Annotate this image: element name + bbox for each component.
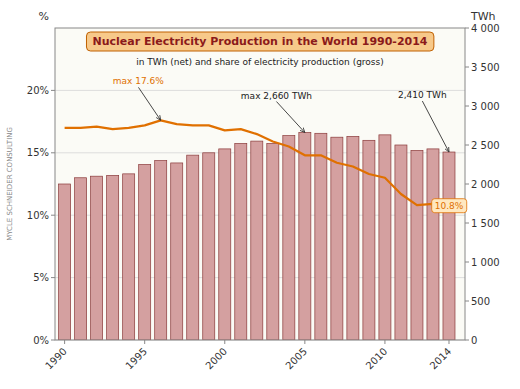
y2-tick — [465, 223, 469, 224]
y2-tick — [465, 28, 469, 29]
bar — [267, 143, 279, 340]
y-tick-label: 5% — [33, 272, 49, 283]
x-tick-label: 2010 — [364, 346, 390, 372]
bar — [363, 140, 375, 340]
y2-tick — [465, 340, 469, 341]
y2-tick — [465, 184, 469, 185]
bar — [91, 176, 103, 340]
y-tick — [51, 277, 55, 278]
bar — [123, 174, 135, 340]
subtitle: in TWh (net) and share of electricity pr… — [136, 57, 384, 67]
bar — [139, 165, 151, 341]
bar — [315, 133, 327, 340]
y-tick — [51, 152, 55, 153]
bar — [331, 137, 343, 340]
annotation-arrow — [138, 87, 160, 120]
y-tick — [51, 340, 55, 341]
y-tick-label: 15% — [27, 147, 49, 158]
bar — [443, 152, 455, 340]
bar — [187, 155, 199, 340]
bar — [107, 175, 119, 340]
x-tick-label: 2000 — [203, 346, 229, 372]
y2-tick — [465, 301, 469, 302]
annotation-box — [432, 199, 467, 213]
bar — [155, 161, 167, 340]
x-tick — [448, 340, 449, 344]
y-axis-label: % — [39, 10, 49, 23]
x-tick-label: 1990 — [43, 346, 69, 372]
title: Nuclear Electricity Production in the Wo… — [92, 35, 427, 48]
annotation: max 17.6% — [113, 76, 165, 86]
y2-tick-label: 0 — [471, 335, 477, 346]
bar — [235, 143, 247, 340]
bar — [203, 153, 215, 340]
annotation: 2,410 TWh — [398, 90, 447, 100]
plot-background — [55, 28, 465, 340]
bar — [427, 149, 439, 340]
y2-tick-label: 2 000 — [471, 179, 500, 190]
y2-tick-label: 4 000 — [471, 23, 500, 34]
y2-tick-label: 3 500 — [471, 62, 500, 73]
y2-tick-label: 500 — [471, 296, 490, 307]
bar — [251, 141, 263, 340]
bar — [411, 150, 423, 340]
y-tick-label: 0% — [33, 335, 49, 346]
y2-tick — [465, 262, 469, 263]
y-tick-label: 20% — [27, 85, 49, 96]
x-tick-label: 2014 — [428, 346, 454, 372]
plot-area — [59, 120, 455, 340]
y-tick-label: 10% — [27, 210, 49, 221]
bar — [171, 163, 183, 340]
bar — [299, 133, 311, 340]
x-tick — [384, 340, 385, 344]
y2-tick — [465, 67, 469, 68]
bar — [75, 178, 87, 340]
y-tick — [51, 215, 55, 216]
y2-tick-label: 1 500 — [471, 218, 500, 229]
plot-frame — [55, 28, 465, 340]
x-tick-label: 2005 — [283, 346, 309, 372]
bar — [395, 145, 407, 340]
annotation: 10.8% — [435, 201, 464, 211]
x-tick — [224, 340, 225, 344]
y2-tick-label: 2 500 — [471, 140, 500, 151]
bar — [59, 184, 71, 340]
bar — [283, 136, 295, 340]
bar — [219, 149, 231, 340]
y2-tick-label: 3 000 — [471, 101, 500, 112]
y2-tick — [465, 145, 469, 146]
share-line — [65, 120, 449, 205]
x-tick — [64, 340, 65, 344]
y2-axis-label: TWh — [470, 10, 496, 23]
y2-tick-label: 1 000 — [471, 257, 500, 268]
x-tick — [304, 340, 305, 344]
title-box — [86, 32, 433, 51]
annotation-arrow — [276, 102, 304, 133]
annotation: max 2,660 TWh — [241, 91, 312, 101]
annotation-arrow — [422, 101, 449, 152]
source-label: MYCLE SCHNEIDER CONSULTING — [6, 127, 14, 241]
bar — [379, 135, 391, 340]
y2-tick — [465, 106, 469, 107]
x-tick — [144, 340, 145, 344]
y-tick — [51, 90, 55, 91]
x-tick-label: 1995 — [123, 346, 149, 372]
